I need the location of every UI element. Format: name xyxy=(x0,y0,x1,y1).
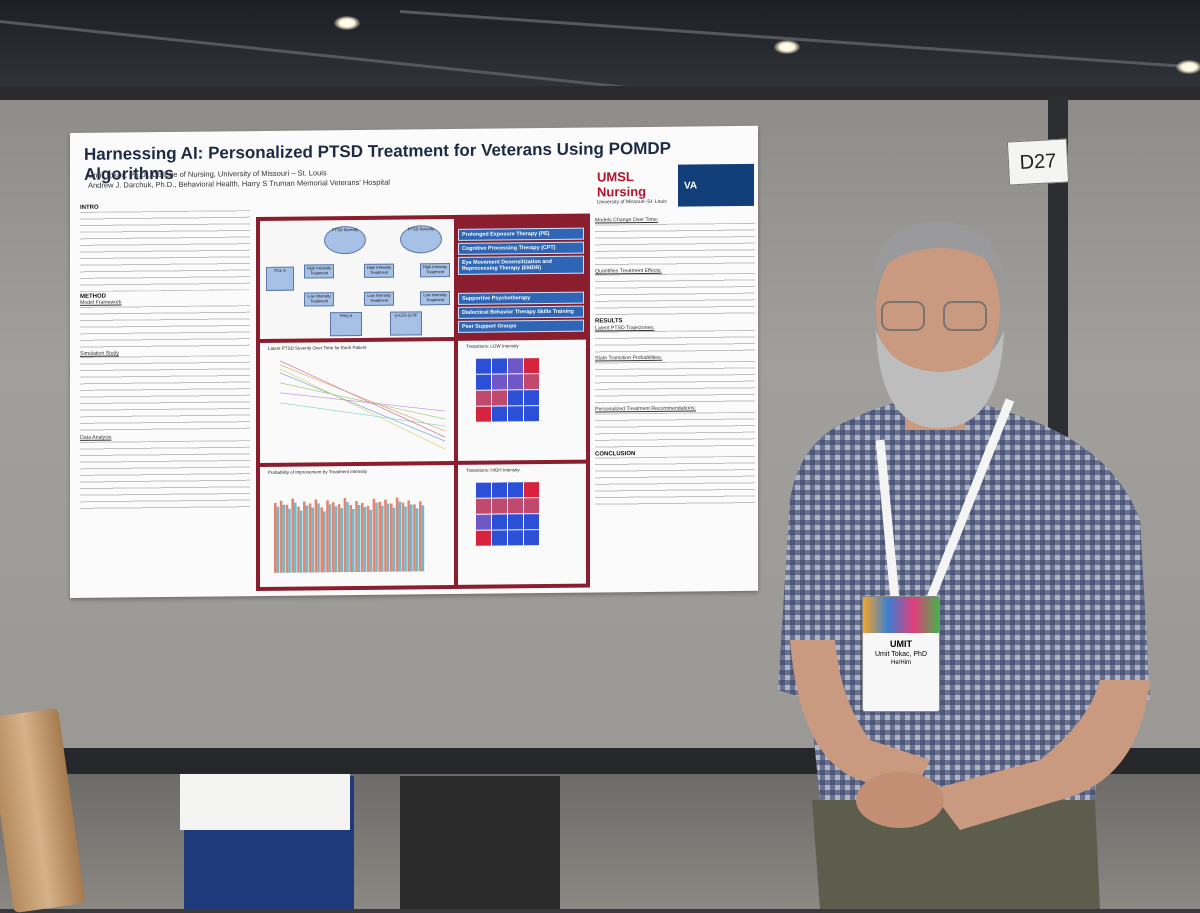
bar-high-intensity xyxy=(395,497,399,572)
badge-full-name: Umit Tokac, PhD xyxy=(875,651,927,658)
bar-high-intensity xyxy=(326,500,329,573)
bar-low-intensity xyxy=(369,509,373,572)
bar-low-intensity xyxy=(392,507,396,572)
bar-high-intensity xyxy=(407,500,410,572)
bar-low-intensity xyxy=(323,511,326,573)
bar-low-intensity xyxy=(305,505,309,573)
bar-high-intensity xyxy=(320,507,324,573)
trajectory-chart: Latent PTSD Severity Over Time for Each … xyxy=(260,340,454,464)
bar-low-intensity xyxy=(346,502,349,573)
bar-high-intensity xyxy=(337,504,341,573)
ceiling-light xyxy=(1176,60,1200,74)
head xyxy=(876,232,1000,388)
badge-first-name: UMIT xyxy=(890,639,912,649)
bar-low-intensity xyxy=(363,506,367,572)
badge-banner xyxy=(863,597,939,633)
bar-high-intensity xyxy=(343,498,347,573)
bar-high-intensity xyxy=(378,501,382,572)
panel-frame-top xyxy=(0,86,1200,100)
glasses-right xyxy=(943,301,987,331)
left-arm xyxy=(790,640,930,800)
bar-low-intensity xyxy=(328,504,332,573)
bar-low-intensity xyxy=(276,506,280,573)
bar-high-intensity xyxy=(303,501,306,573)
clasped-hands xyxy=(856,772,944,828)
bar-low-intensity xyxy=(311,507,315,573)
bar-high-intensity xyxy=(274,502,277,573)
bar-low-intensity xyxy=(317,503,320,573)
bar-high-intensity xyxy=(401,502,405,572)
background-person-shirt xyxy=(180,774,350,830)
badge-pronouns: He/Him xyxy=(890,660,911,666)
ceiling-light xyxy=(774,40,800,54)
trajectory-lines xyxy=(279,360,446,450)
bar-low-intensity xyxy=(352,509,355,573)
lanyard xyxy=(875,398,1015,602)
bar-high-intensity xyxy=(390,503,393,572)
right-arm xyxy=(930,680,1150,830)
bar-low-intensity xyxy=(398,501,401,572)
bar-high-intensity xyxy=(314,499,318,573)
hair xyxy=(872,221,1006,290)
bar-low-intensity xyxy=(282,504,285,573)
bar-high-intensity xyxy=(366,505,370,572)
trousers xyxy=(812,800,1100,909)
bar-low-intensity xyxy=(340,508,344,573)
improvement-chart: Probability of Improvement by Treatment … xyxy=(260,464,454,588)
bar-low-intensity xyxy=(410,504,413,572)
bar-high-intensity xyxy=(291,498,294,573)
bar-low-intensity xyxy=(386,503,390,572)
bar-low-intensity xyxy=(294,502,297,573)
bar-low-intensity xyxy=(288,508,291,573)
bar-low-intensity xyxy=(415,508,419,572)
poster-center-panel: PTSD Severity PTSD Severity PCL-5 High I… xyxy=(256,213,590,592)
bar-low-intensity xyxy=(404,506,407,572)
bar-low-intensity xyxy=(299,510,303,573)
bar-high-intensity xyxy=(355,500,358,573)
bar-high-intensity xyxy=(285,504,289,573)
ceiling-light xyxy=(334,16,360,30)
bar-low-intensity xyxy=(357,504,361,572)
bar-low-intensity xyxy=(421,505,425,572)
bar-low-intensity xyxy=(375,502,378,572)
name-badge: UMIT Umit Tokac, PhD He/Him xyxy=(862,596,940,712)
bar-high-intensity xyxy=(384,499,387,572)
bar-high-intensity xyxy=(372,498,376,572)
bar-high-intensity xyxy=(349,505,353,573)
bar-low-intensity xyxy=(334,506,338,573)
bar-high-intensity xyxy=(361,502,364,572)
improvement-bars xyxy=(274,497,425,573)
bar-high-intensity xyxy=(308,503,312,573)
bar-high-intensity xyxy=(279,500,283,573)
bar-high-intensity xyxy=(413,504,416,572)
beard xyxy=(876,330,1004,429)
bar-high-intensity xyxy=(297,506,300,573)
poster: Harnessing AI: Personalized PTSD Treatme… xyxy=(70,125,758,599)
bar-high-intensity xyxy=(419,501,422,572)
bar-low-intensity xyxy=(381,505,384,572)
glasses-left xyxy=(881,301,925,331)
bar-high-intensity xyxy=(332,502,335,573)
background-person-legs xyxy=(400,776,560,909)
